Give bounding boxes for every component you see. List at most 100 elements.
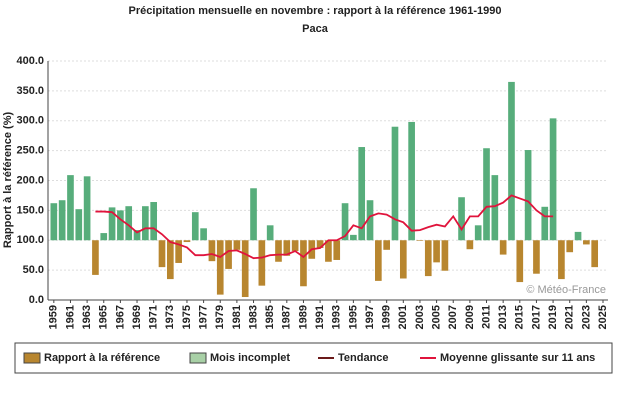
bar bbox=[316, 240, 324, 249]
bar bbox=[375, 240, 382, 281]
bar bbox=[300, 240, 307, 287]
y-tick-label: 350.0 bbox=[16, 85, 44, 97]
bar bbox=[166, 240, 174, 280]
watermark: © Météo-France bbox=[526, 284, 606, 296]
chart-subtitle: Paca bbox=[302, 23, 329, 35]
x-tick-label: 2015 bbox=[514, 305, 526, 329]
x-tick-label: 1987 bbox=[281, 305, 293, 329]
bar bbox=[541, 206, 549, 241]
bar bbox=[200, 228, 207, 241]
bar bbox=[583, 240, 590, 245]
y-tick-label: 400.0 bbox=[16, 55, 44, 67]
bar bbox=[275, 240, 282, 262]
bar bbox=[391, 126, 399, 241]
bar bbox=[233, 240, 241, 250]
x-tick-label: 1969 bbox=[131, 305, 143, 329]
y-tick-label: 0.0 bbox=[29, 294, 44, 306]
x-tick-label: 2019 bbox=[547, 305, 559, 329]
bar bbox=[491, 175, 499, 241]
x-tick-label: 1971 bbox=[148, 305, 160, 329]
bar bbox=[291, 240, 299, 252]
y-axis-label: Rapport à la référence (%) bbox=[2, 112, 14, 249]
bar bbox=[225, 240, 232, 269]
bar bbox=[358, 147, 366, 241]
bar bbox=[566, 240, 574, 253]
bar bbox=[266, 225, 274, 241]
bar bbox=[383, 240, 390, 250]
y-tick-label: 200.0 bbox=[16, 174, 44, 186]
bar bbox=[208, 240, 216, 262]
bar bbox=[191, 212, 199, 241]
bar bbox=[241, 240, 249, 298]
bar bbox=[216, 240, 224, 295]
bar bbox=[133, 230, 141, 241]
x-tick-label: 1989 bbox=[297, 305, 309, 329]
x-tick-label: 1973 bbox=[164, 305, 176, 329]
legend-label: Tendance bbox=[338, 352, 389, 364]
x-tick-label: 2005 bbox=[430, 305, 442, 329]
bar bbox=[533, 240, 540, 274]
bar bbox=[591, 240, 599, 268]
bar bbox=[524, 150, 532, 241]
x-tick-label: 2021 bbox=[564, 305, 576, 329]
bar bbox=[125, 206, 133, 241]
bar bbox=[441, 240, 449, 271]
bar bbox=[341, 203, 349, 241]
bar bbox=[483, 148, 490, 241]
bar bbox=[58, 200, 66, 241]
bar bbox=[333, 240, 341, 260]
bar bbox=[283, 240, 291, 256]
bar bbox=[108, 207, 116, 241]
bar bbox=[75, 209, 83, 241]
bar bbox=[499, 240, 507, 255]
chart-title: Précipitation mensuelle en novembre : ra… bbox=[129, 5, 502, 17]
bar bbox=[183, 240, 191, 243]
legend-box bbox=[14, 342, 613, 374]
bar bbox=[416, 240, 424, 241]
y-tick-label: 100.0 bbox=[16, 234, 44, 246]
bar bbox=[574, 231, 582, 241]
x-tick-label: 1981 bbox=[231, 305, 243, 329]
legend-label: Rapport à la référence bbox=[44, 352, 160, 364]
x-tick-label: 1963 bbox=[81, 305, 93, 329]
x-tick-label: 1995 bbox=[347, 305, 359, 329]
x-tick-label: 1977 bbox=[198, 305, 210, 329]
x-tick-label: 2025 bbox=[597, 305, 609, 329]
x-tick-label: 2001 bbox=[397, 305, 409, 329]
bar bbox=[508, 81, 515, 241]
bar bbox=[250, 188, 257, 241]
bar bbox=[325, 240, 332, 262]
x-tick-label: 1975 bbox=[181, 305, 193, 329]
x-tick-label: 1999 bbox=[381, 305, 393, 329]
bar bbox=[516, 240, 524, 283]
bar bbox=[175, 240, 182, 263]
bar bbox=[474, 225, 482, 241]
bar bbox=[558, 240, 565, 280]
bar bbox=[117, 210, 124, 241]
bar bbox=[50, 203, 58, 241]
x-tick-label: 2011 bbox=[480, 305, 492, 329]
x-tick-label: 1997 bbox=[364, 305, 376, 329]
legend-label: Moyenne glissante sur 11 ans bbox=[440, 352, 595, 364]
x-tick-label: 1993 bbox=[331, 305, 343, 329]
legend-swatch bbox=[23, 352, 41, 364]
x-tick-label: 1967 bbox=[114, 305, 126, 329]
bar bbox=[150, 202, 158, 241]
x-tick-label: 2003 bbox=[414, 305, 426, 329]
bar bbox=[458, 197, 465, 241]
bar bbox=[549, 118, 557, 241]
x-tick-label: 2009 bbox=[464, 305, 476, 329]
bar bbox=[258, 240, 266, 286]
bar bbox=[433, 240, 440, 263]
x-tick-label: 2007 bbox=[447, 305, 459, 329]
bar bbox=[408, 121, 415, 241]
x-tick-label: 1965 bbox=[98, 305, 110, 329]
x-tick-label: 2017 bbox=[530, 305, 542, 329]
x-tick-label: 1991 bbox=[314, 305, 326, 329]
legend-label: Mois incomplet bbox=[210, 352, 290, 364]
legend-swatch bbox=[189, 352, 207, 364]
bar bbox=[424, 240, 432, 277]
y-tick-label: 300.0 bbox=[16, 115, 44, 127]
bar bbox=[466, 240, 474, 250]
bar bbox=[350, 234, 357, 241]
